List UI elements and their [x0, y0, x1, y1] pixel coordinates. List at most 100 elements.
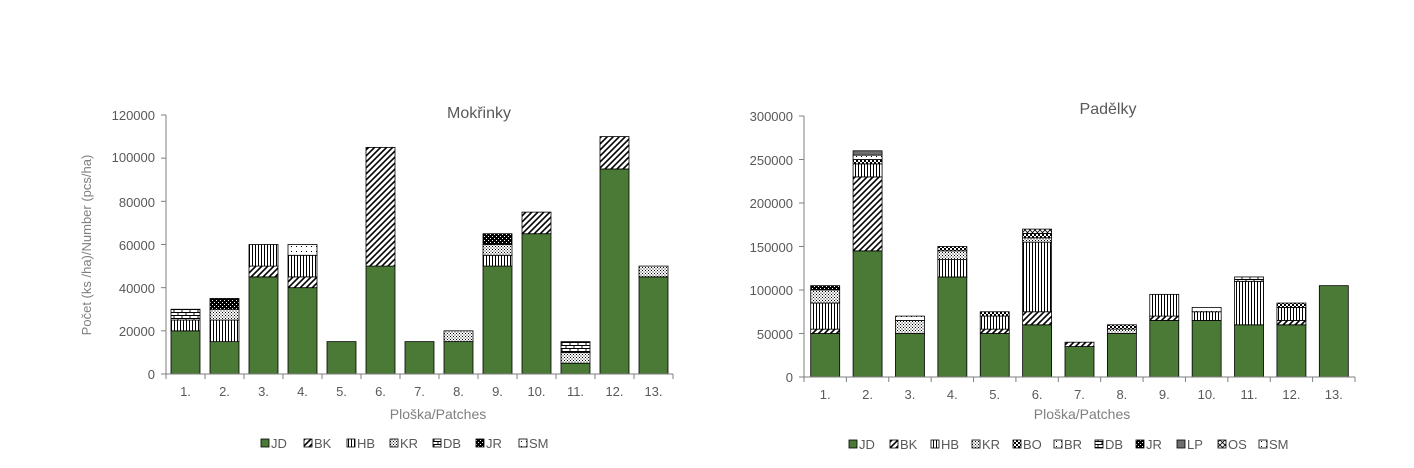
bar-segment-kr — [810, 289, 841, 304]
x-tick-label: 2. — [862, 387, 873, 402]
bar-segment-bo — [937, 246, 968, 252]
legend-label: JD — [271, 436, 287, 451]
bar-segment-jd — [1106, 333, 1137, 378]
bar-segment-jd — [1318, 285, 1349, 378]
bar-segment-jd — [248, 276, 279, 375]
bar-segment-jd — [852, 250, 883, 378]
axes — [161, 114, 674, 379]
y-tick-label: 0 — [148, 367, 155, 382]
x-tick-labels: 1. 2. 3. 4. 5. 6. 7. 8. 9. 10. 11. 12. 13. — [820, 387, 1343, 402]
y-tick-label: 100000 — [750, 283, 793, 298]
bar-segment-bk — [365, 146, 396, 267]
legend-label: KR — [982, 437, 1000, 452]
bar-segment-hb — [1149, 293, 1180, 317]
bar-segment-hb — [979, 315, 1010, 330]
bar-segment-jr — [482, 233, 513, 245]
legend-swatch-sm — [1258, 439, 1268, 449]
bar-segment-kr — [638, 265, 669, 278]
y-axis-label: Počet (ks /ha)/Number (pcs/ha) — [79, 155, 94, 336]
bar-segment-jd — [404, 341, 435, 375]
bar-segment-kr — [443, 330, 474, 343]
legend-swatch-sm — [518, 438, 528, 448]
bar-segment-jd — [937, 276, 968, 378]
bar-segment-jd — [895, 333, 925, 378]
bar-segment-hb — [248, 244, 279, 267]
bar-segment-bk — [599, 136, 630, 170]
bar-segment-jd — [443, 341, 474, 375]
legend: JD BK HB KR BO BR DB JR LP OS SM — [848, 437, 1289, 452]
bar-segment-kr — [209, 308, 240, 321]
bars — [170, 136, 669, 375]
x-tick-label: 4. — [297, 384, 308, 399]
bar-segment-hb — [1276, 306, 1307, 321]
legend-swatch-db — [432, 438, 442, 448]
x-tick-label: 4. — [947, 387, 958, 402]
bar-segment-bk — [1022, 311, 1053, 326]
x-tick-label: 5. — [989, 387, 1000, 402]
bar-segment-jd — [979, 333, 1010, 378]
x-tick-label: 7. — [414, 384, 425, 399]
y-tick-label: 20000 — [119, 324, 155, 339]
bar-segment-jd — [560, 362, 591, 375]
x-tick-label: 11. — [1240, 387, 1257, 402]
x-tick-label: 5. — [336, 384, 347, 399]
y-tick-label: 0 — [786, 370, 793, 385]
x-tick-label: 3. — [905, 387, 916, 402]
x-tick-label: 9. — [1159, 387, 1170, 402]
bar-segment-jd — [287, 287, 318, 375]
y-tick-label: 300000 — [750, 109, 793, 124]
bar-segment-bk — [287, 276, 318, 289]
legend-label: SM — [1269, 437, 1289, 452]
x-tick-label: 6. — [375, 384, 386, 399]
bar-segment-kr — [895, 320, 925, 334]
legend-swatch-hb — [930, 439, 940, 449]
y-tick-label: 80000 — [119, 195, 155, 210]
legend-swatch-jr — [475, 438, 485, 448]
legend-label: OS — [1228, 437, 1247, 452]
x-tick-label: 1. — [820, 387, 831, 402]
bar-segment-hb — [170, 319, 201, 332]
bar-segment-jd — [521, 233, 552, 375]
y-tick-label: 150000 — [750, 240, 793, 255]
bar-segment-jr — [810, 285, 841, 291]
bar-segment-db — [170, 308, 201, 321]
x-tick-label: 13. — [644, 384, 662, 399]
x-tick-label: 12. — [605, 384, 623, 399]
bar-segment-bk — [521, 211, 552, 235]
bar-segment-bk — [248, 265, 279, 278]
y-tick-label: 120000 — [112, 108, 155, 123]
bar-segment-kr — [937, 250, 968, 260]
bar-segment-db — [560, 341, 591, 353]
legend-label: JR — [486, 436, 502, 451]
legend-label: SM — [529, 436, 549, 451]
legend-swatch-jd — [848, 439, 858, 449]
legend-label: DB — [443, 436, 461, 451]
bar-segment-bk — [852, 176, 883, 252]
legend-label: JD — [859, 437, 875, 452]
bar-segment-db — [1234, 276, 1264, 282]
legend-swatch-bo — [1012, 439, 1022, 449]
y-tick-label: 100000 — [112, 150, 155, 165]
bar-segment-bk — [1149, 315, 1180, 321]
legend-swatch-kr — [971, 439, 981, 449]
legend-label: KR — [400, 436, 418, 451]
bar-segment-bo — [852, 159, 883, 165]
chart-padelky: Padělky Ploška/Patches 0 50000 100000 15… — [750, 101, 1356, 452]
bars — [810, 150, 1349, 378]
x-tick-label: 10. — [1198, 387, 1216, 402]
bar-segment-bo — [979, 311, 1010, 317]
bar-segment-hb — [1234, 280, 1264, 326]
bar-segment-jd — [170, 330, 201, 375]
x-axis-label: Ploška/Patches — [390, 406, 487, 422]
legend-label: DB — [1105, 437, 1123, 452]
bar-segment-hb — [1022, 241, 1053, 313]
x-tick-label: 7. — [1074, 387, 1085, 402]
bar-segment-kr — [482, 244, 513, 256]
x-tick-label: 2. — [219, 384, 230, 399]
x-tick-label: 6. — [1032, 387, 1043, 402]
bar-segment-hb — [937, 259, 968, 278]
bar-segment-bk — [1064, 341, 1095, 347]
y-tick-label: 50000 — [757, 327, 793, 342]
bar-segment-hb — [1191, 311, 1222, 321]
